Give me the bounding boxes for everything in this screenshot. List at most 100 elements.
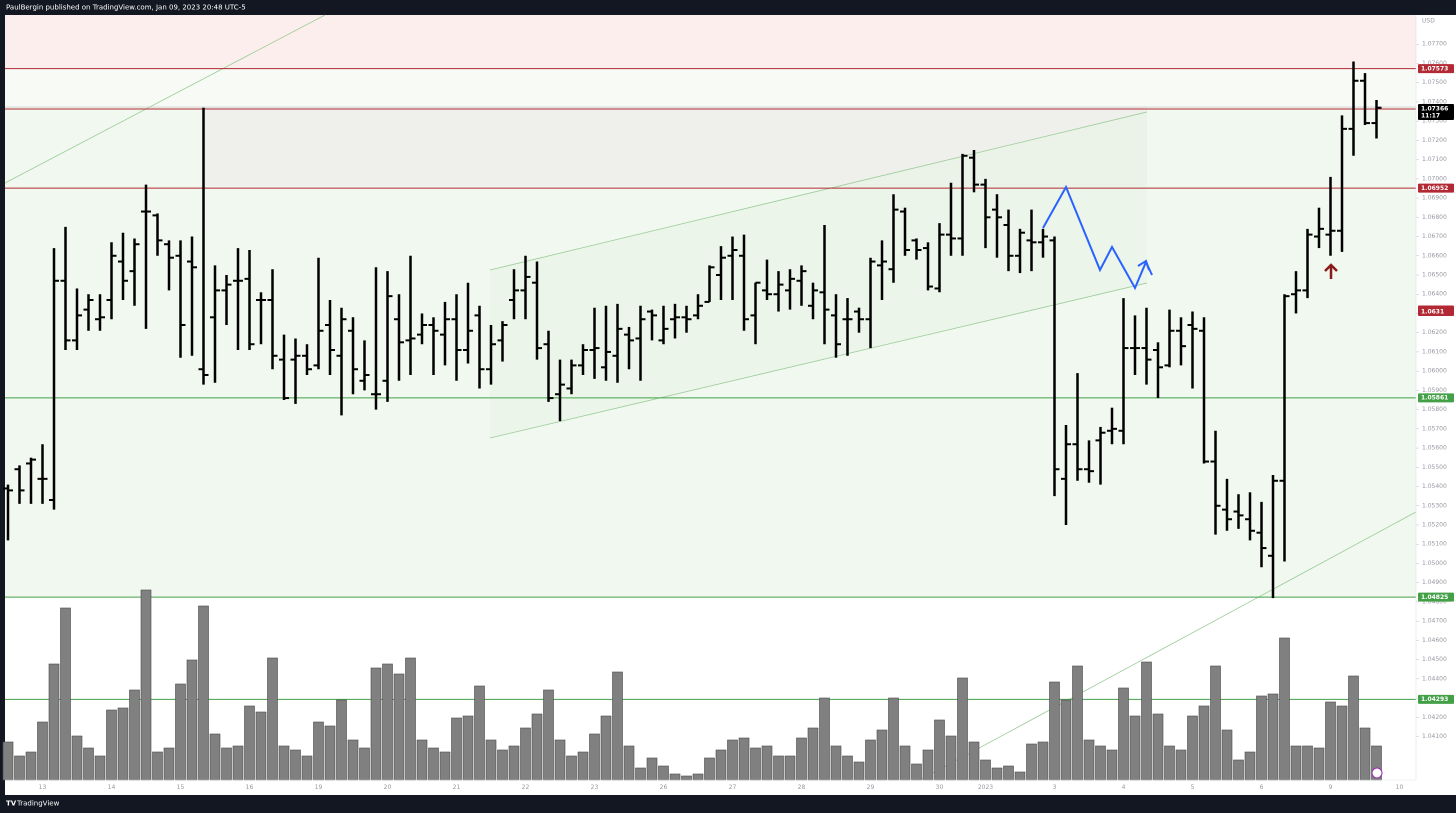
price-badge (1418, 307, 1454, 317)
volume-bar (1325, 701, 1336, 781)
x-tick-label: 22 (522, 784, 530, 791)
volume-bar (1256, 695, 1267, 781)
volume-bar (163, 747, 175, 781)
channel-bottom (489, 282, 1148, 439)
volume-bar (497, 749, 508, 781)
x-tick-label: 27 (729, 784, 737, 791)
volume-bar (393, 673, 405, 781)
x-tick-label: 10 (1396, 784, 1404, 791)
volume-bar (382, 663, 393, 781)
volume-bar (451, 717, 462, 781)
volume-bar (14, 755, 25, 781)
volume-bar (232, 745, 244, 781)
drawings (1042, 184, 1338, 291)
volume-bar (968, 741, 980, 781)
volume-bar (140, 589, 152, 781)
header-text: PaulBergin published on TradingView.com,… (6, 4, 246, 12)
y-tick-label: 1.06900 (1422, 195, 1447, 202)
volume-bar (1233, 759, 1244, 781)
volume-bar (1083, 739, 1095, 781)
volume-bar (669, 773, 681, 781)
y-tick-label: 1.04500 (1422, 656, 1447, 663)
y-tick-label: 1.06800 (1422, 214, 1447, 221)
x-tick-label: 15 (177, 784, 185, 791)
volume-bar (945, 735, 957, 781)
volume-bar (129, 689, 140, 781)
volume-bar (888, 697, 899, 781)
volume-bar (1302, 745, 1313, 781)
volume-bar (474, 685, 485, 781)
volume-bar (198, 605, 209, 781)
volume-bar (1003, 765, 1014, 781)
volume-bar (715, 749, 727, 781)
volume-bar (428, 747, 439, 781)
volume-bar (485, 739, 497, 781)
y-tick-label: 1.04700 (1422, 618, 1447, 625)
volume-bar (922, 749, 934, 781)
volume-bar (255, 711, 267, 781)
volume-bar (761, 745, 773, 781)
x-tick-label: 28 (798, 784, 806, 791)
volume-bar (991, 767, 1003, 781)
volume-bar (1049, 681, 1060, 781)
y-tick-label: 1.06700 (1422, 233, 1447, 240)
x-tick-label: 16 (246, 784, 254, 791)
volume-bar (1175, 749, 1187, 781)
y-tick-label: 1.05600 (1422, 445, 1447, 452)
volume-bar (186, 659, 198, 781)
volume-pane (2, 589, 1382, 781)
y-tick-label: 1.07500 (1422, 79, 1447, 86)
volume-bar (543, 689, 554, 781)
y-tick-label: 1.07600 (1422, 60, 1447, 67)
y-tick-label: 1.05000 (1422, 560, 1447, 567)
volume-bar (290, 749, 301, 781)
y-tick-label: 1.05800 (1422, 406, 1447, 413)
x-tick-label: 20 (384, 784, 392, 791)
y-tick-label: 1.05100 (1422, 541, 1447, 548)
price-badge-label: 1.05861 (1421, 395, 1448, 402)
y-tick-label: 1.04100 (1422, 733, 1447, 740)
volume-bar (635, 767, 646, 781)
x-tick-label: 19 (315, 784, 323, 791)
volume-bar (416, 739, 428, 781)
price-badge (1418, 694, 1454, 704)
volume-bar (554, 739, 566, 781)
y-tick-label: 1.06600 (1422, 252, 1447, 259)
volume-bar (1164, 745, 1175, 781)
y-tick-label: 1.05400 (1422, 483, 1447, 490)
volume-bar (508, 745, 520, 781)
volume-bar (1348, 675, 1359, 781)
y-tick-label: 1.04900 (1422, 579, 1447, 586)
last-price-label: 1.07366 (1421, 105, 1448, 112)
event-icon[interactable] (1371, 767, 1383, 779)
price-badge (1418, 64, 1454, 74)
volume-bar (1313, 747, 1325, 781)
volume-bar (405, 657, 416, 781)
volume-bar (301, 755, 313, 781)
volume-bar (1198, 705, 1210, 781)
volume-bar (1129, 715, 1141, 781)
channel-top (489, 111, 1148, 271)
volume-bar (1359, 727, 1371, 781)
y-tick-label: 1.04200 (1422, 714, 1447, 721)
volume-bar (2, 741, 14, 781)
volume-bar (462, 715, 474, 781)
trend-line (4, 14, 326, 184)
volume-bar (1244, 751, 1256, 781)
volume-bar (71, 735, 83, 781)
volume-bar (324, 725, 336, 781)
x-tick-label: 30 (936, 784, 944, 791)
volume-bar (94, 755, 106, 781)
volume-bar (278, 745, 290, 781)
y-tick-label: 1.07000 (1422, 175, 1447, 182)
volume-bar (738, 737, 750, 781)
volume-bar (60, 607, 71, 781)
volume-bar (209, 733, 221, 781)
x-tick-label: 26 (660, 784, 668, 791)
volume-bar (313, 721, 324, 781)
volume-bar (106, 709, 117, 781)
volume-bar (520, 727, 531, 781)
volume-bar (784, 755, 796, 781)
volume-bar (704, 757, 715, 781)
